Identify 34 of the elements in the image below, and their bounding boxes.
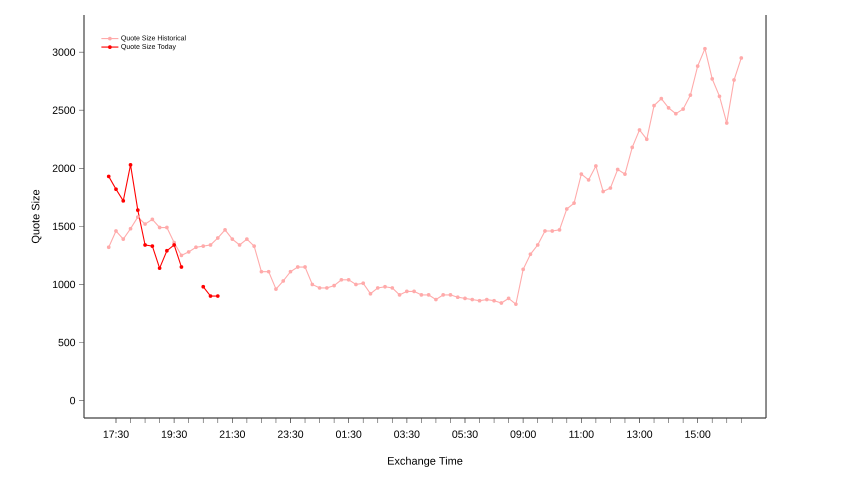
x-tick-label: 13:00 (627, 430, 652, 438)
x-tick-label: 11:00 (569, 430, 594, 438)
x-tick-label: 09:00 (510, 430, 536, 438)
point (201, 284, 206, 289)
point (158, 266, 162, 270)
x-tick-label: 21:30 (220, 430, 245, 438)
point (143, 243, 147, 247)
x-tick-label: 03:30 (394, 430, 420, 438)
y-tick-label: 500 (58, 338, 76, 346)
point (150, 244, 154, 248)
x-axis-title: Exchange Time (388, 456, 462, 467)
x-tick-label: 15:00 (685, 430, 710, 438)
y-tick-label: 2000 (52, 164, 76, 172)
y-tick-label: 0 (70, 396, 76, 404)
y-axis-title: Quote Size (31, 190, 42, 244)
point (121, 198, 126, 203)
point (106, 174, 111, 178)
x-tick-label: 19:30 (162, 430, 187, 438)
x-tick-label: 17:30 (104, 430, 129, 438)
point (216, 294, 220, 298)
y-tick-label: 1500 (53, 222, 76, 230)
y-tick-label: 3000 (52, 48, 76, 56)
x-tick-label: 23:30 (278, 430, 304, 438)
x-tick-label: 05:30 (452, 430, 478, 438)
point (114, 187, 118, 192)
y-tick-label: 2500 (52, 106, 76, 114)
x-tick-label: 01:30 (336, 430, 362, 438)
point (165, 248, 169, 253)
point (128, 162, 132, 167)
point (180, 265, 184, 269)
point (172, 243, 176, 247)
y-tick-label: 1000 (53, 280, 76, 288)
point (208, 294, 212, 298)
point (136, 208, 140, 212)
